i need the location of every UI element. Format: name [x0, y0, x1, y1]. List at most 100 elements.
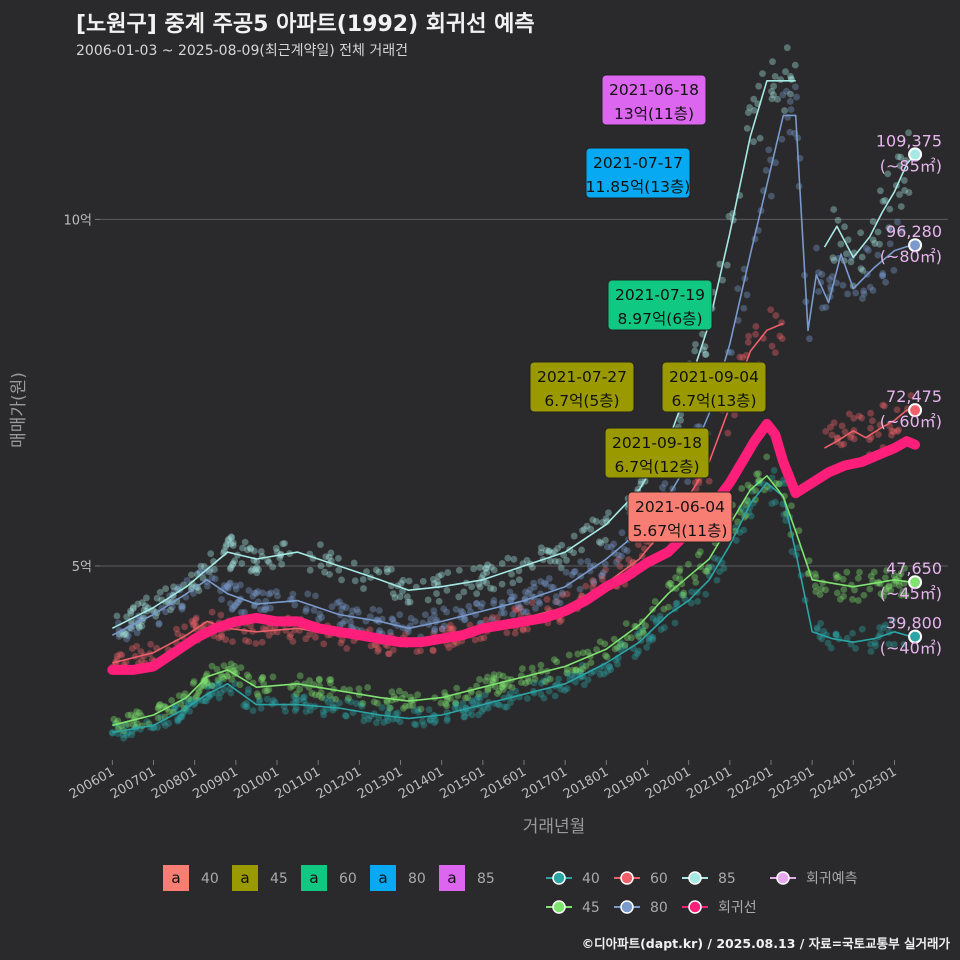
scatter-point	[871, 240, 879, 247]
scatter-point	[115, 723, 123, 731]
scatter-point	[854, 574, 862, 582]
scatter-point	[544, 674, 552, 682]
scatter-point	[713, 576, 721, 584]
scatter-point	[701, 343, 709, 351]
scatter-point	[531, 675, 539, 683]
scatter-point	[815, 288, 823, 295]
scatter-point	[401, 690, 409, 698]
scatter-point	[404, 599, 412, 606]
scatter-point	[530, 579, 538, 587]
scatter-point	[201, 676, 209, 684]
series-line	[112, 474, 912, 727]
scatter-point	[681, 595, 689, 603]
scatter-point	[153, 594, 161, 602]
scatter-point	[515, 605, 522, 613]
scatter-point	[866, 585, 874, 593]
legend-box-label: 80	[408, 871, 426, 887]
scatter-point	[342, 604, 350, 611]
scatter-point	[344, 694, 352, 702]
scatter-point	[347, 618, 355, 626]
scatter-point	[162, 585, 169, 593]
scatter-point	[883, 567, 890, 574]
scatter-point	[519, 608, 527, 616]
scatter-point	[794, 544, 802, 552]
end-marker	[908, 629, 923, 644]
scatter-point	[627, 634, 635, 642]
scatter-point	[316, 610, 324, 618]
scatter-point	[805, 335, 813, 343]
scatter-point	[564, 670, 572, 678]
scatter-point	[175, 716, 182, 724]
scatter-point	[694, 551, 702, 559]
scatter-point	[454, 704, 462, 712]
scatter-point	[578, 546, 586, 554]
scatter-point	[537, 690, 545, 698]
end-label-area: (~40㎡)	[880, 639, 942, 658]
scatter-point	[763, 453, 771, 461]
scatter-point	[537, 679, 545, 687]
scatter-point	[599, 569, 607, 577]
scatter-point	[498, 560, 506, 567]
callout-label: 2021-06-18 13억(11층)	[601, 74, 707, 126]
scatter-point	[446, 621, 454, 629]
scatter-point	[224, 537, 232, 544]
scatter-point	[265, 558, 273, 566]
scatter-point	[791, 61, 799, 69]
scatter-point	[820, 627, 828, 635]
scatter-point	[395, 687, 403, 695]
scatter-point	[584, 557, 592, 565]
scatter-point	[897, 570, 905, 577]
legend-box	[439, 865, 465, 891]
scatter-point	[558, 589, 566, 597]
scatter-point	[229, 604, 237, 612]
scatter-point	[278, 560, 286, 568]
scatter-point	[885, 640, 893, 648]
scatter-point	[192, 616, 199, 624]
scatter-point	[545, 547, 553, 555]
scatter-point	[744, 109, 752, 116]
scatter-point	[480, 634, 488, 642]
scatter-point	[768, 95, 776, 103]
scatter-point	[396, 718, 404, 726]
scatter-point	[752, 487, 760, 494]
scatter-point	[886, 240, 894, 248]
scatter-point	[468, 711, 476, 719]
scatter-point	[771, 72, 779, 80]
scatter-point	[371, 641, 379, 649]
scatter-point	[838, 422, 846, 430]
scatter-point	[882, 621, 889, 629]
scatter-point	[143, 594, 150, 602]
scatter-point	[465, 602, 473, 610]
scatter-point	[243, 703, 251, 711]
scatter-point	[249, 707, 257, 715]
scatter-point	[750, 106, 758, 114]
scatter-point	[445, 624, 453, 632]
scatter-point	[545, 575, 553, 582]
scatter-point	[476, 695, 484, 702]
scatter-point	[615, 556, 623, 563]
scatter-point	[366, 626, 374, 634]
scatter-point	[229, 542, 237, 549]
scatter-point	[744, 497, 752, 505]
scatter-point	[460, 713, 468, 721]
scatter-point	[170, 704, 178, 712]
scatter-point	[495, 687, 503, 695]
scatter-point	[851, 586, 858, 594]
scatter-point	[435, 572, 443, 580]
scatter-point	[645, 638, 653, 645]
scatter-point	[834, 216, 842, 224]
scatter-point	[743, 124, 751, 132]
scatter-point	[781, 107, 788, 114]
scatter-point	[443, 715, 451, 722]
scatter-point	[574, 650, 582, 658]
scatter-point	[795, 527, 803, 535]
callout-box	[627, 491, 733, 543]
scatter-point	[530, 679, 538, 687]
scatter-point	[876, 187, 884, 195]
scatter-point	[269, 673, 277, 681]
scatter-point	[836, 595, 844, 603]
series-line	[823, 153, 916, 259]
scatter-point	[596, 638, 604, 646]
scatter-point	[263, 695, 271, 703]
callout-price: 6.7억(12층)	[615, 458, 700, 476]
